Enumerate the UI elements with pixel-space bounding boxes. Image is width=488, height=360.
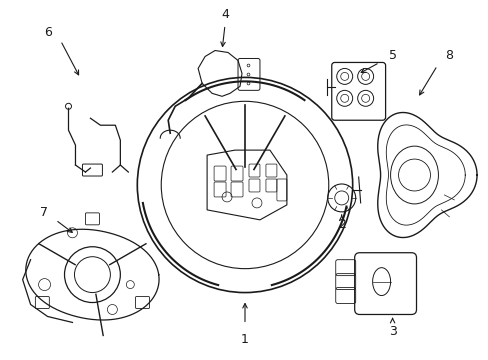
Text: 6: 6 xyxy=(44,26,52,39)
Text: 2: 2 xyxy=(337,218,345,231)
Text: 8: 8 xyxy=(445,49,452,62)
Text: 1: 1 xyxy=(241,333,248,346)
Text: 4: 4 xyxy=(221,8,228,21)
Text: 5: 5 xyxy=(388,49,396,62)
Text: 3: 3 xyxy=(388,325,396,338)
Text: 7: 7 xyxy=(40,206,47,219)
